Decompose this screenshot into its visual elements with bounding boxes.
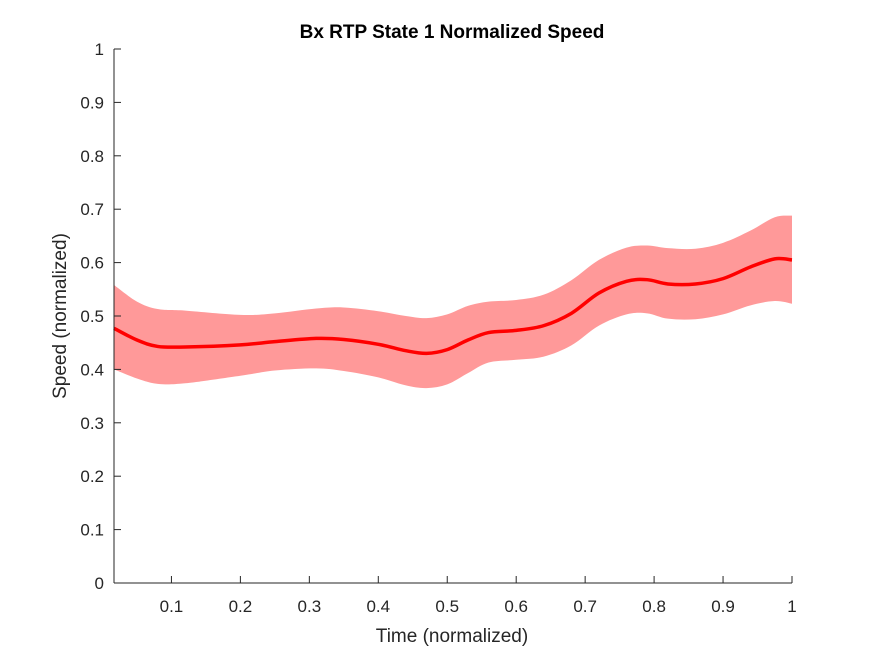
y-tick-label: 0 [95, 574, 104, 593]
x-tick-label: 0.6 [504, 597, 528, 616]
y-tick-label: 0.5 [80, 307, 104, 326]
y-tick-label: 0.3 [80, 414, 104, 433]
axes-layer: 0.1 0.2 0.3 0.4 0.5 0.6 0.7 0.8 0.9 1 0 0.1 0.2 0.3 0.… [80, 40, 796, 616]
x-tick-label: 0.9 [711, 597, 735, 616]
y-tick-label: 0.2 [80, 467, 104, 486]
confidence-band-0 [114, 215, 792, 389]
x-tick-label: 0.7 [573, 597, 597, 616]
line-layer [113, 256, 793, 356]
x-tick-label: 0.1 [160, 597, 184, 616]
y-tick-label: 0.7 [80, 200, 104, 219]
mean-line-0 [113, 256, 793, 356]
chart-title: Bx RTP State 1 Normalized Speed [300, 22, 605, 43]
y-tick-label: 0.4 [80, 360, 104, 379]
band-layer [114, 215, 792, 389]
x-tick-label: 0.4 [366, 597, 390, 616]
y-tick-label: 1 [95, 40, 104, 59]
x-axis-label: Time (normalized) [376, 626, 528, 647]
y-tick-label: 0.6 [80, 254, 104, 273]
x-tick-label: 0.5 [435, 597, 459, 616]
x-tick-label: 0.2 [229, 597, 253, 616]
y-axis-label: Speed (normalized) [50, 233, 71, 399]
x-tick-label: 0.3 [298, 597, 322, 616]
y-tick-label: 0.9 [80, 93, 104, 112]
x-tick-label: 0.8 [642, 597, 666, 616]
y-tick-label: 0.8 [80, 147, 104, 166]
y-tick-label: 0.1 [80, 521, 104, 540]
x-tick-label: 1 [787, 597, 796, 616]
